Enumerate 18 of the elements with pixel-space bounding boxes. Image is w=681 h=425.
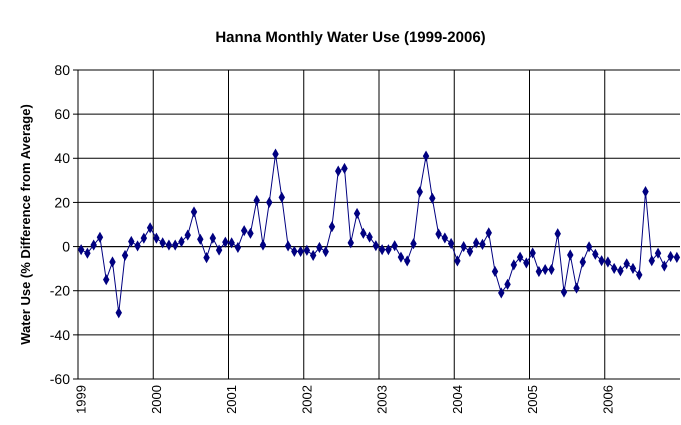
y-tick-label: -20 (50, 282, 70, 299)
x-tick-label: 2004 (450, 385, 465, 414)
y-tick-label: 80 (54, 62, 70, 78)
x-tick-label: 2006 (600, 385, 616, 414)
x-tick-label: 2001 (224, 385, 240, 414)
y-axis-title: Water Use (% Difference from Average) (18, 104, 33, 345)
y-tick-label: 20 (54, 194, 70, 210)
y-tick-label: 60 (54, 106, 70, 122)
x-tick-label: 1999 (74, 385, 89, 414)
x-tick-label: 2005 (525, 385, 540, 414)
y-tick-label: 40 (54, 150, 70, 166)
x-tick-label: 2000 (148, 385, 164, 414)
chart-title: Hanna Monthly Water Use (1999-2006) (215, 29, 486, 46)
x-tick-label: 2002 (299, 385, 314, 414)
y-tick-label: -40 (50, 326, 70, 343)
x-tick-label: 2003 (374, 385, 390, 414)
y-tick-label: -60 (50, 370, 70, 387)
y-tick-label: 0 (62, 238, 70, 254)
